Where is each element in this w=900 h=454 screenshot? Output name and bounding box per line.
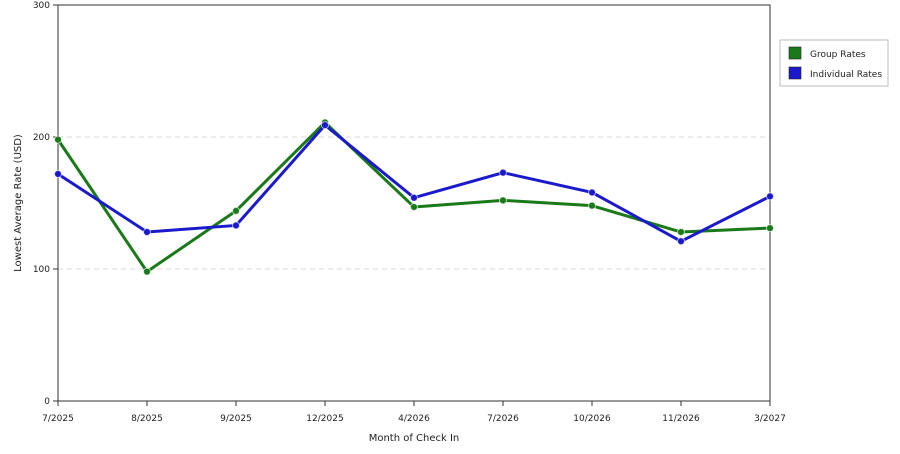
legend: Group Rates Individual Rates	[779, 39, 889, 87]
legend-label-group-rates: Group Rates	[810, 50, 866, 60]
legend-swatch-group-rates	[788, 46, 802, 60]
data-point-group-rates	[766, 224, 774, 233]
y-axis-title: Lowest Average Rate (USD)	[13, 134, 24, 272]
data-point-group-rates	[143, 267, 151, 276]
data-point-individual-rates	[232, 221, 240, 230]
data-point-individual-rates	[677, 237, 685, 246]
data-point-individual-rates	[588, 188, 596, 197]
data-point-group-rates	[588, 201, 596, 210]
series-line-individual-rates	[56, 123, 772, 243]
legend-label-individual-rates: Individual Rates	[810, 70, 882, 80]
series-lines	[54, 118, 774, 276]
y-tick-label: 200	[33, 133, 50, 143]
grid-lines	[58, 136, 770, 270]
data-point-group-rates	[677, 228, 685, 237]
data-point-individual-rates	[766, 192, 774, 201]
x-tick-label: 7/2026	[487, 414, 519, 424]
x-tick-label: 9/2025	[220, 414, 252, 424]
legend-swatch-individual-rates	[788, 66, 802, 80]
x-tick-label: 10/2026	[573, 414, 611, 424]
data-point-individual-rates	[410, 193, 418, 202]
x-axis-ticks: 7/2025 8/2025 9/2025 12/2025 4/2026 7/2026 10/…	[42, 401, 786, 424]
y-tick-label: 0	[44, 397, 50, 407]
data-point-group-rates	[410, 202, 418, 211]
x-tick-label: 12/2025	[306, 414, 343, 424]
data-point-individual-rates	[321, 121, 329, 130]
x-tick-label: 11/2026	[662, 414, 700, 424]
x-tick-label: 8/2025	[131, 414, 163, 424]
data-point-group-rates	[54, 135, 62, 144]
x-tick-label: 7/2025	[42, 414, 74, 424]
data-point-individual-rates	[499, 168, 507, 177]
x-tick-label: 4/2026	[398, 414, 430, 424]
y-tick-label: 100	[33, 265, 50, 275]
y-axis-ticks: 0 100 200 300	[33, 1, 58, 407]
y-tick-label: 300	[33, 1, 50, 11]
data-point-group-rates	[232, 206, 240, 215]
x-tick-label: 3/2027	[754, 414, 786, 424]
data-point-individual-rates	[54, 169, 62, 178]
data-point-individual-rates	[143, 228, 151, 237]
data-point-group-rates	[499, 196, 507, 205]
x-axis-title: Month of Check In	[369, 433, 460, 444]
